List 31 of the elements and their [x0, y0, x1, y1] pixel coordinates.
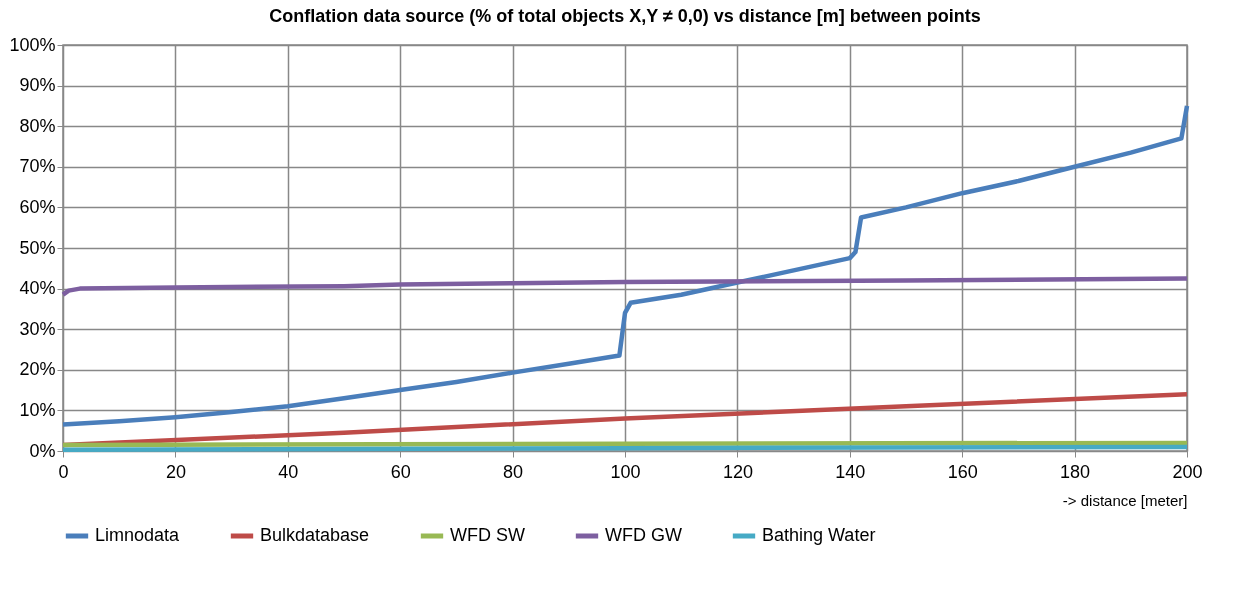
x-tick-label: 180 — [1060, 461, 1091, 482]
line-series — [60, 103, 1190, 427]
legend-label: Bulkdatabase — [260, 525, 370, 545]
x-tick-label: 20 — [165, 461, 186, 482]
y-tick-label: 90% — [19, 75, 56, 96]
legend-label: Limnodata — [95, 525, 181, 545]
x-tick-label: 40 — [278, 461, 299, 482]
x-tick-label: 100 — [610, 461, 641, 482]
y-tick-label: 0% — [29, 440, 56, 461]
x-tick-label: 140 — [835, 461, 866, 482]
legend-label: Bathing Water — [762, 525, 876, 545]
y-tick-label: 30% — [19, 318, 56, 339]
x-tick-label: 200 — [1172, 461, 1203, 482]
chart-title: Conflation data source (% of total objects X,Y ≠ 0,0) vs distance [m] between points — [269, 6, 981, 26]
y-tick-label: 100% — [9, 34, 56, 55]
y-tick-label: 50% — [19, 237, 56, 258]
y-tick-label: 60% — [19, 196, 56, 217]
x-axis-title: -> distance [meter] — [1062, 491, 1188, 509]
x-tick-label: 60 — [390, 461, 411, 482]
legend-label: WFD GW — [605, 525, 682, 545]
legend-label: WFD SW — [450, 525, 525, 545]
x-tick-label: 120 — [722, 461, 753, 482]
x-tick-label: 160 — [947, 461, 978, 482]
y-tick-label: 20% — [19, 359, 56, 380]
x-tick-label: 80 — [503, 461, 524, 482]
y-tick-label: 80% — [19, 115, 56, 136]
x-tick-label: 0 — [58, 461, 69, 482]
y-tick-label: 10% — [19, 399, 56, 420]
y-tick-label: 70% — [19, 156, 56, 177]
y-tick-label: 40% — [19, 278, 56, 299]
line-series — [60, 276, 1190, 297]
